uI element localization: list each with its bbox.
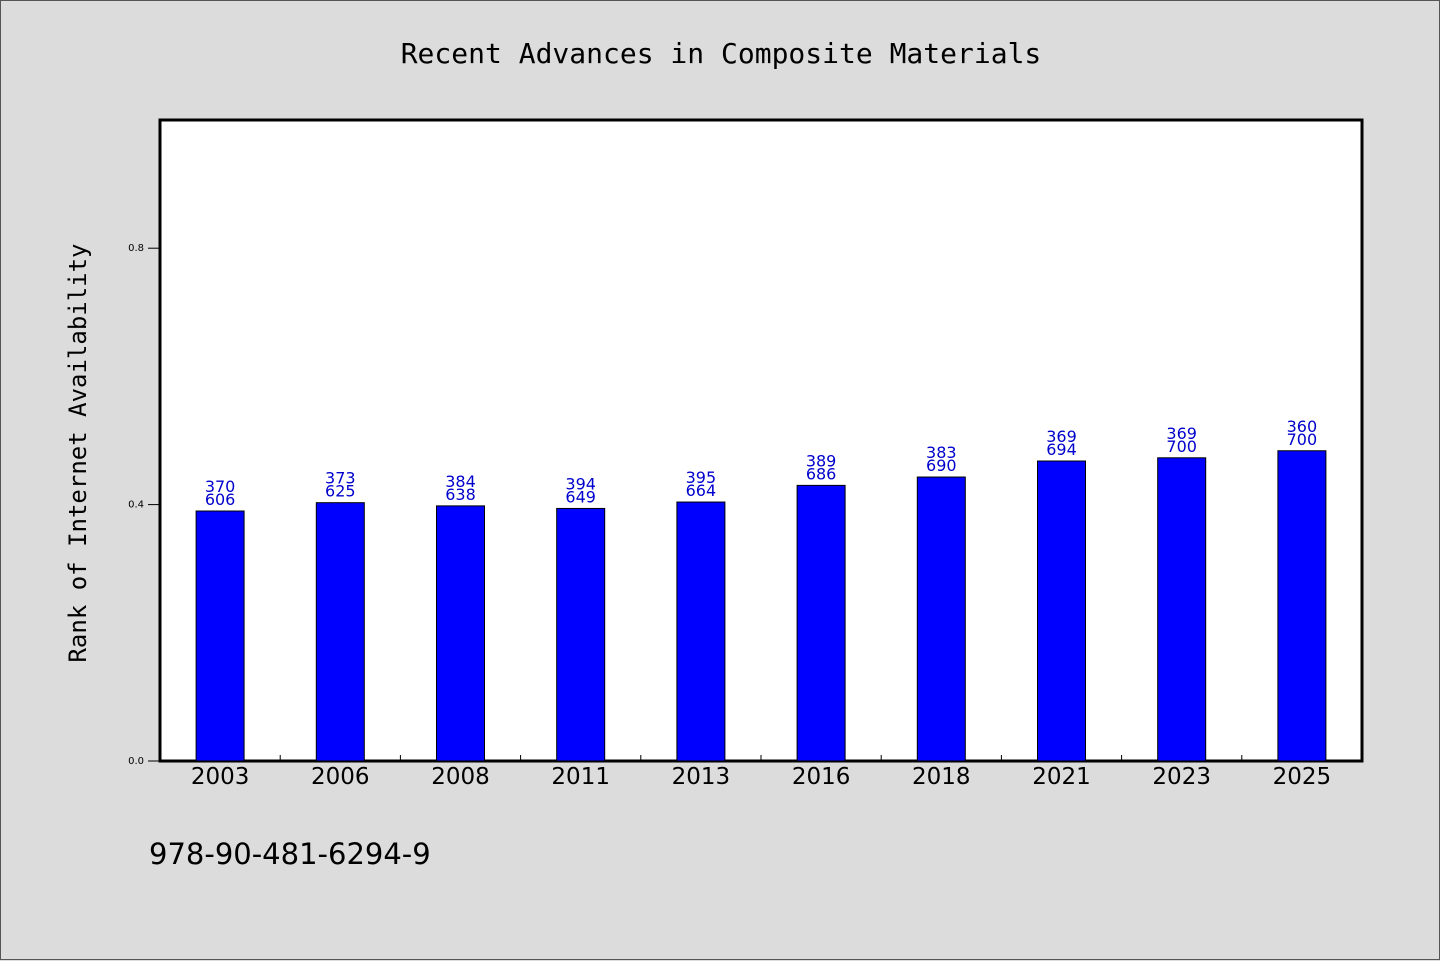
bar-label-2018-2: 690 — [926, 456, 957, 475]
bar-label-2018-1: 383 — [926, 443, 957, 462]
bar-2003 — [195, 510, 245, 762]
x-tick-label-2021: 2021 — [1032, 764, 1091, 790]
bar-label-2003-1: 370 — [205, 477, 236, 496]
y-tick-label-0.4: 0.4 — [128, 500, 144, 511]
bar-label-2025-1: 360 — [1287, 417, 1318, 436]
x-axis-ticks: 2003 2006 2008 2011 2013 2016 2018 2021 2023 2025 — [191, 755, 1331, 790]
x-tick-label-2006: 2006 — [311, 764, 370, 790]
chart-title: Recent Advances in Composite Materials — [401, 37, 1042, 70]
bar-2011 — [556, 507, 606, 762]
bars-group: 3706063736253846383946493956643896863836… — [195, 417, 1327, 762]
bar-2023 — [1157, 457, 1207, 762]
bar-2013 — [676, 501, 726, 762]
bar-label-2006-2: 625 — [325, 482, 356, 501]
y-tick-label-0.8: 0.8 — [128, 243, 144, 254]
bar-label-2008-2: 638 — [445, 485, 476, 504]
bar-label-2011-1: 394 — [565, 474, 596, 493]
x-tick-label-2008: 2008 — [431, 764, 490, 790]
bar-label-2016-1: 389 — [806, 451, 837, 470]
bar-2025 — [1277, 450, 1327, 762]
bar-label-2013-1: 395 — [686, 468, 717, 487]
x-tick-label-2025: 2025 — [1273, 764, 1332, 790]
bar-label-2016-2: 686 — [806, 464, 837, 483]
bar-label-2003-2: 606 — [205, 490, 236, 509]
bar-label-2023-2: 700 — [1166, 437, 1197, 456]
isbn-footer: 978-90-481-6294-9 — [149, 837, 431, 871]
bar-2021 — [1037, 460, 1086, 762]
bar-2016 — [796, 484, 846, 762]
y-axis-ticks: 0.0 0.4 0.8 — [128, 243, 160, 767]
x-tick-label-2011: 2011 — [551, 764, 610, 790]
bar-label-2011-2: 649 — [565, 487, 596, 506]
x-tick-label-2018: 2018 — [912, 764, 971, 790]
bar-label-2021-1: 369 — [1046, 427, 1077, 446]
bar-2006 — [315, 502, 365, 762]
bar-label-2013-2: 664 — [686, 481, 717, 500]
y-axis-label: Rank of Internet Availability — [64, 243, 92, 662]
y-tick-label-0.0: 0.0 — [128, 756, 144, 767]
bar-label-2025-2: 700 — [1287, 430, 1318, 449]
x-tick-label-2003: 2003 — [191, 764, 250, 790]
bar-label-2023-1: 369 — [1166, 424, 1197, 443]
x-tick-label-2023: 2023 — [1152, 764, 1211, 790]
x-tick-label-2013: 2013 — [672, 764, 731, 790]
bar-label-2008-1: 384 — [445, 472, 476, 491]
bar-2008 — [436, 505, 485, 762]
bar-label-2006-1: 373 — [325, 469, 356, 488]
x-tick-label-2016: 2016 — [792, 764, 851, 790]
bar-2018 — [916, 476, 966, 762]
bar-label-2021-2: 694 — [1046, 440, 1077, 459]
